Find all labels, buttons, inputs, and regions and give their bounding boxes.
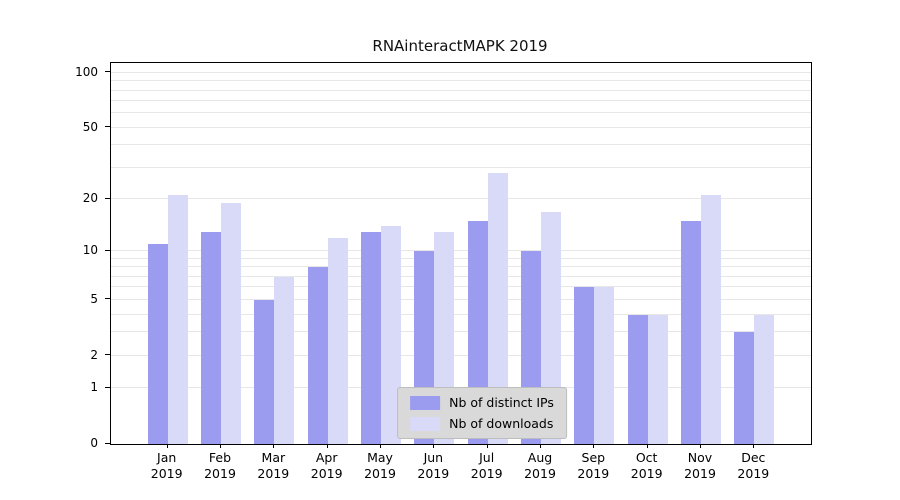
chart-title: RNAinteractMAPK 2019 — [372, 37, 548, 55]
x-tick-label: Dec 2019 — [737, 450, 770, 482]
y-tick-mark — [105, 197, 110, 199]
x-tick-mark — [646, 444, 648, 448]
y-tick-label: 100 — [75, 64, 98, 79]
x-tick-mark — [433, 444, 435, 448]
legend-swatch-distinct-ips — [410, 395, 441, 410]
x-tick-mark — [273, 444, 275, 448]
gridline — [111, 313, 811, 315]
y-tick-mark — [105, 126, 110, 128]
gridline — [111, 286, 811, 288]
y-tick-label: 0 — [90, 436, 98, 450]
x-tick-label: Apr 2019 — [310, 450, 343, 482]
y-tick-label: 20 — [82, 191, 98, 206]
y-tick-label: 2 — [90, 347, 98, 362]
gridline — [111, 144, 811, 146]
bar-nb-of-downloads — [221, 203, 241, 444]
legend-label-distinct-ips: Nb of distinct IPs — [449, 395, 554, 410]
x-tick-label: Jul 2019 — [470, 450, 503, 482]
x-tick-label: May 2019 — [364, 450, 396, 482]
gridline — [111, 250, 811, 252]
y-tick-label: 50 — [82, 119, 98, 134]
bar-nb-of-distinct-ips — [147, 244, 168, 444]
gridline — [111, 100, 811, 102]
x-tick-mark — [593, 444, 595, 448]
x-tick-label: Jan 2019 — [150, 450, 183, 482]
x-tick-mark — [326, 444, 328, 448]
legend-item-downloads: Nb of downloads — [410, 416, 554, 431]
bar-nb-of-downloads — [754, 314, 775, 444]
bar-nb-of-downloads — [701, 195, 721, 444]
x-tick-label: Jun 2019 — [417, 450, 450, 482]
plot-area: Nb of distinct IPs Nb of downloads — [110, 62, 812, 445]
x-tick-mark — [220, 444, 221, 448]
gridline — [111, 80, 811, 82]
bar-nb-of-downloads — [327, 237, 348, 444]
y-tick-label: 5 — [90, 291, 98, 306]
legend-item-distinct-ips: Nb of distinct IPs — [410, 395, 554, 410]
x-tick-label: Sep 2019 — [577, 450, 610, 482]
x-tick-mark — [166, 444, 168, 448]
gridline — [111, 298, 811, 300]
y-tick-mark — [105, 71, 110, 73]
bar-nb-of-distinct-ips — [201, 231, 221, 444]
x-tick-mark — [380, 444, 381, 448]
x-tick-label: Nov 2019 — [684, 450, 716, 482]
x-tick-label: Aug 2019 — [524, 450, 556, 482]
bar-nb-of-distinct-ips — [574, 287, 595, 444]
bar-nb-of-downloads — [274, 276, 295, 444]
x-tick-mark — [753, 444, 755, 448]
legend-label-downloads: Nb of downloads — [449, 416, 554, 431]
y-tick-label: 1 — [90, 380, 98, 395]
x-tick-label: Mar 2019 — [257, 450, 290, 482]
bar-nb-of-distinct-ips — [361, 231, 381, 444]
legend-swatch-downloads — [410, 416, 441, 431]
y-tick-mark — [105, 249, 110, 251]
bar-nb-of-distinct-ips — [681, 220, 701, 444]
gridline — [111, 257, 811, 259]
bar-nb-of-distinct-ips — [734, 332, 755, 444]
x-tick-mark — [486, 444, 488, 448]
gridline — [111, 126, 811, 128]
gridline — [111, 266, 811, 268]
bar-nb-of-downloads — [541, 211, 561, 444]
x-tick-label: Oct 2019 — [630, 450, 663, 482]
bar-nb-of-distinct-ips — [307, 267, 328, 444]
gridline — [111, 166, 811, 168]
y-tick-mark — [105, 298, 110, 300]
legend: Nb of distinct IPs Nb of downloads — [397, 387, 567, 439]
y-tick-mark — [105, 354, 110, 356]
bar-nb-of-downloads — [647, 314, 668, 444]
bar-nb-of-downloads — [381, 226, 401, 444]
bar-nb-of-distinct-ips — [254, 299, 275, 444]
gridline — [111, 112, 811, 114]
gridline — [111, 354, 811, 356]
gridline — [111, 198, 811, 200]
gridline — [111, 331, 811, 333]
x-tick-mark — [540, 444, 541, 448]
gridline — [111, 275, 811, 277]
y-tick-mark — [105, 442, 110, 444]
bar-nb-of-downloads — [594, 287, 615, 444]
y-tick-mark — [105, 386, 110, 388]
x-tick-label: Feb 2019 — [204, 450, 236, 482]
bar-nb-of-downloads — [487, 173, 508, 444]
gridline — [111, 71, 811, 73]
y-tick-label: 10 — [82, 243, 98, 258]
gridline — [111, 89, 811, 91]
bar-nb-of-downloads — [167, 195, 188, 444]
x-tick-mark — [700, 444, 701, 448]
bar-nb-of-distinct-ips — [627, 314, 648, 444]
